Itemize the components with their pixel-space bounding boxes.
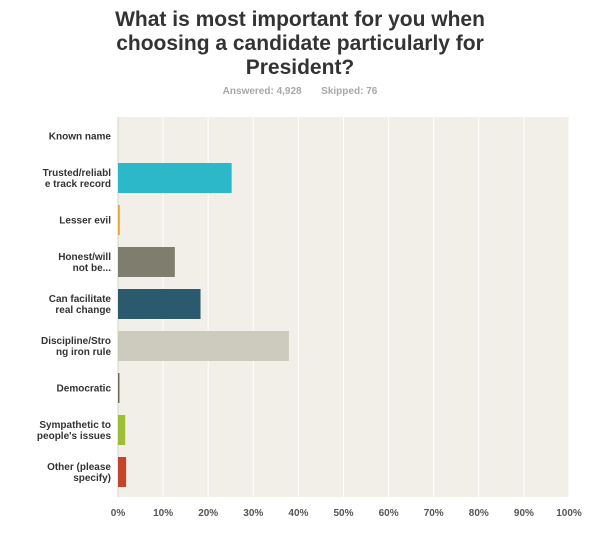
x-tick-label: 80% (469, 508, 489, 519)
category-label: Discipline/Stro ng iron rule (41, 336, 111, 358)
bar (118, 457, 127, 487)
response-stats: Answered: 4,928 Skipped: 76 (0, 86, 600, 97)
skipped-count: 76 (366, 86, 378, 97)
answered-label: Answered: (222, 86, 274, 97)
category-label: Honest/will not be... (58, 252, 111, 274)
answered-count: 4,928 (276, 86, 302, 97)
bar (118, 163, 232, 193)
x-tick-label: 50% (333, 508, 353, 519)
category-label: Lesser evil (59, 216, 111, 227)
x-tick-label: 90% (514, 508, 534, 519)
x-tick-label: 10% (153, 508, 173, 519)
x-tick-label: 0% (111, 508, 126, 519)
bar (118, 205, 120, 235)
category-label: Sympathetic to people's issues (37, 420, 112, 442)
chart-title: What is most important for you when choo… (115, 8, 485, 79)
bar (118, 289, 201, 319)
category-label: Known name (49, 132, 112, 143)
x-tick-label: 70% (424, 508, 444, 519)
bar (118, 331, 289, 361)
category-label: Democratic (57, 384, 112, 395)
skipped-label: Skipped: (321, 86, 364, 97)
category-label: Other (please specify) (47, 462, 111, 484)
x-tick-label: 100% (556, 508, 582, 519)
x-tick-label: 30% (243, 508, 263, 519)
category-label: Trusted/reliabl e track record (43, 168, 112, 190)
x-tick-label: 40% (288, 508, 308, 519)
x-tick-label: 60% (379, 508, 399, 519)
category-label: Can facilitate real change (49, 294, 112, 316)
bar (118, 373, 120, 403)
bar (118, 415, 126, 445)
bar (118, 247, 175, 277)
x-tick-label: 20% (198, 508, 218, 519)
